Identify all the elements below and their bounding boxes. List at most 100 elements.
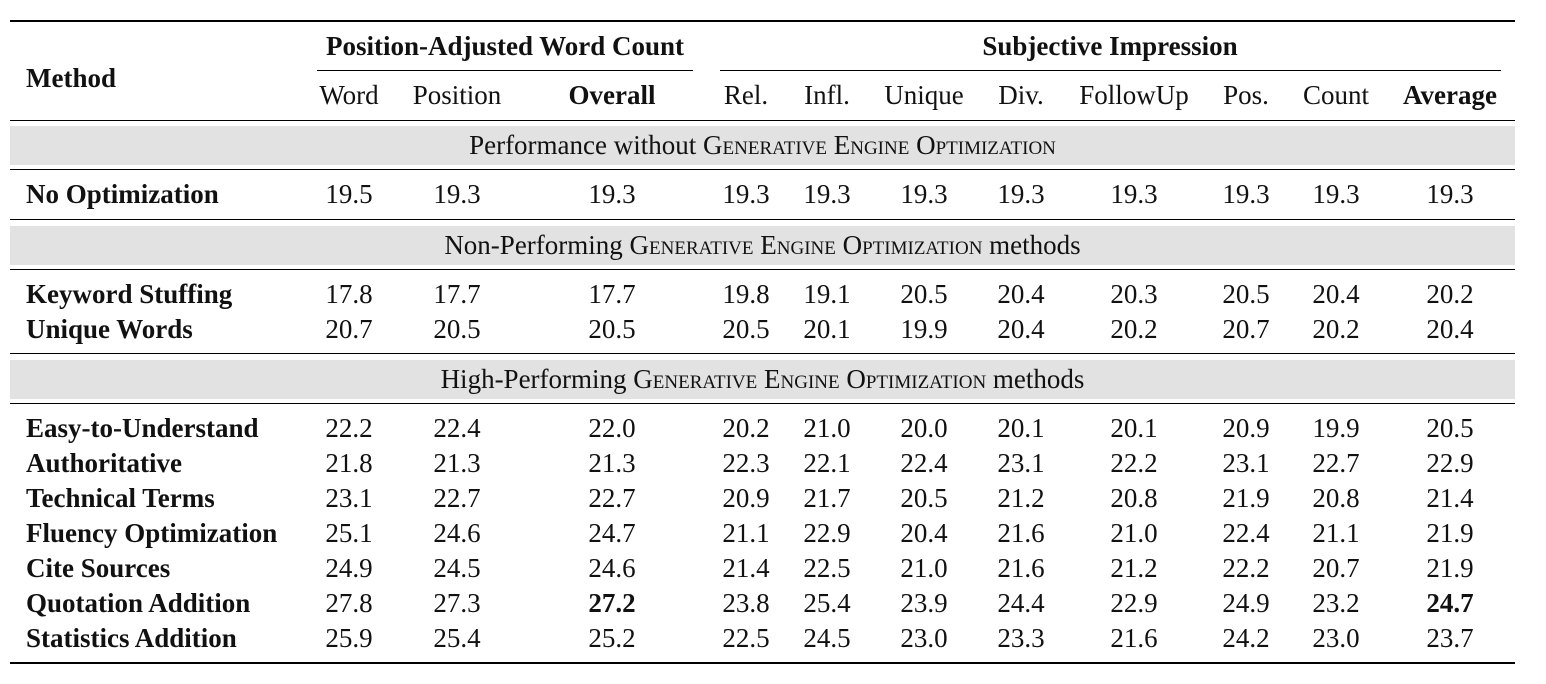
row-method: Technical Terms (26, 483, 215, 513)
table-cell: 23.0 (900, 623, 948, 653)
table-cell: 22.5 (722, 623, 770, 653)
section-rule (10, 169, 1515, 171)
table-cell: 19.5 (325, 179, 373, 209)
table-cell: 19.3 (433, 179, 481, 209)
table-cell: 25.9 (325, 623, 373, 653)
table-cell: 20.1 (1110, 413, 1158, 443)
column-header-followup: FollowUp (1079, 80, 1189, 110)
table-cell: 22.2 (325, 413, 373, 443)
table-cell: 23.7 (1426, 623, 1474, 653)
table-cell: 21.9 (1426, 553, 1474, 583)
table-cell: 21.9 (1222, 483, 1270, 513)
table-cell: 20.7 (1312, 553, 1360, 583)
table-cell: 20.2 (722, 413, 770, 443)
table-cell: 22.2 (1222, 553, 1270, 583)
table-cell: 19.3 (588, 179, 636, 209)
table-cell: 22.4 (433, 413, 481, 443)
table-cell: 20.5 (588, 314, 636, 344)
word-count-group-rule (317, 70, 693, 72)
row-method: Authoritative (26, 448, 182, 478)
table-cell: 24.7 (588, 518, 636, 548)
table-cell: 23.8 (722, 588, 770, 618)
table-cell: 21.0 (1110, 518, 1158, 548)
table-cell: 24.9 (1222, 588, 1270, 618)
section-rule (10, 269, 1515, 271)
table-cell: 19.3 (1222, 179, 1270, 209)
table-cell: 20.1 (997, 413, 1045, 443)
table-cell: 23.1 (1222, 448, 1270, 478)
table-cell-best-average: 24.7 (1426, 588, 1474, 618)
table-cell: 22.9 (803, 518, 851, 548)
column-header-rel: Rel. (723, 80, 769, 110)
table-cell: 20.7 (1222, 314, 1270, 344)
row-method: Fluency Optimization (26, 518, 278, 548)
section-band (10, 360, 1515, 399)
subjective-group-rule (720, 70, 1501, 72)
table-cell: 23.2 (1312, 588, 1360, 618)
table-cell: 23.9 (900, 588, 948, 618)
column-header-div: Div. (998, 80, 1044, 110)
row-method: Statistics Addition (26, 623, 237, 653)
table-cell: 23.1 (325, 483, 373, 513)
table-cell: 20.4 (997, 314, 1045, 344)
table-cell: 25.4 (433, 623, 481, 653)
table-cell: 21.2 (1110, 553, 1158, 583)
section-title-non-performing: Non-Performing Generative Engine Optimiz… (444, 230, 1081, 260)
table-cell: 20.9 (1222, 413, 1270, 443)
table-cell: 27.8 (325, 588, 373, 618)
table-cell: 20.0 (900, 413, 948, 443)
table-cell: 24.2 (1222, 623, 1270, 653)
column-header-overall: Overall (568, 80, 656, 110)
table-cell: 22.0 (588, 413, 636, 443)
table-cell: 21.6 (1110, 623, 1158, 653)
section-rule (10, 353, 1515, 355)
section-rule (10, 219, 1515, 221)
table-cell: 22.4 (900, 448, 948, 478)
table-cell: 19.3 (1110, 179, 1158, 209)
section-title-no-geo: Performance without Generative Engine Op… (469, 130, 1056, 160)
table-cell: 21.0 (900, 553, 948, 583)
table-cell: 19.3 (803, 179, 851, 209)
table-cell: 19.3 (1312, 179, 1360, 209)
table-cell: 20.8 (1312, 483, 1360, 513)
table-cell: 21.3 (433, 448, 481, 478)
row-method: No Optimization (26, 179, 219, 209)
header-rule (10, 120, 1515, 122)
table-cell: 22.2 (1110, 448, 1158, 478)
column-header-pos: Pos. (1223, 80, 1269, 110)
table-cell: 21.0 (803, 413, 851, 443)
table-cell: 21.6 (997, 518, 1045, 548)
table-cell: 21.4 (722, 553, 770, 583)
table-cell: 24.5 (803, 623, 851, 653)
table-cell: 24.9 (325, 553, 373, 583)
table-cell: 23.3 (997, 623, 1045, 653)
table-cell: 21.7 (803, 483, 851, 513)
column-header-count: Count (1302, 80, 1370, 110)
table-cell: 22.5 (803, 553, 851, 583)
table-cell: 23.0 (1312, 623, 1360, 653)
top-rule (10, 20, 1515, 23)
table-cell: 20.5 (433, 314, 481, 344)
table-cell: 24.5 (433, 553, 481, 583)
column-header-position: Position (412, 80, 502, 110)
table-cell: 19.9 (1312, 413, 1360, 443)
table-cell: 24.6 (433, 518, 481, 548)
table-cell: 22.3 (722, 448, 770, 478)
table-cell: 20.1 (803, 314, 851, 344)
column-header-unique: Unique (884, 80, 964, 110)
column-header-word: Word (319, 80, 379, 110)
table-cell: 23.1 (997, 448, 1045, 478)
table-cell: 19.3 (1426, 179, 1474, 209)
table-cell: 17.8 (325, 279, 373, 309)
table-cell: 22.9 (1110, 588, 1158, 618)
table-cell: 22.1 (803, 448, 851, 478)
table-cell: 20.8 (1110, 483, 1158, 513)
table-cell: 19.9 (900, 314, 948, 344)
subjective-group-header: Subjective Impression (982, 31, 1238, 61)
table-cell: 20.2 (1312, 314, 1360, 344)
table-cell: 25.4 (803, 588, 851, 618)
table-cell: 22.4 (1222, 518, 1270, 548)
table-cell: 25.2 (588, 623, 636, 653)
table-cell: 20.5 (900, 483, 948, 513)
table-cell: 22.7 (433, 483, 481, 513)
